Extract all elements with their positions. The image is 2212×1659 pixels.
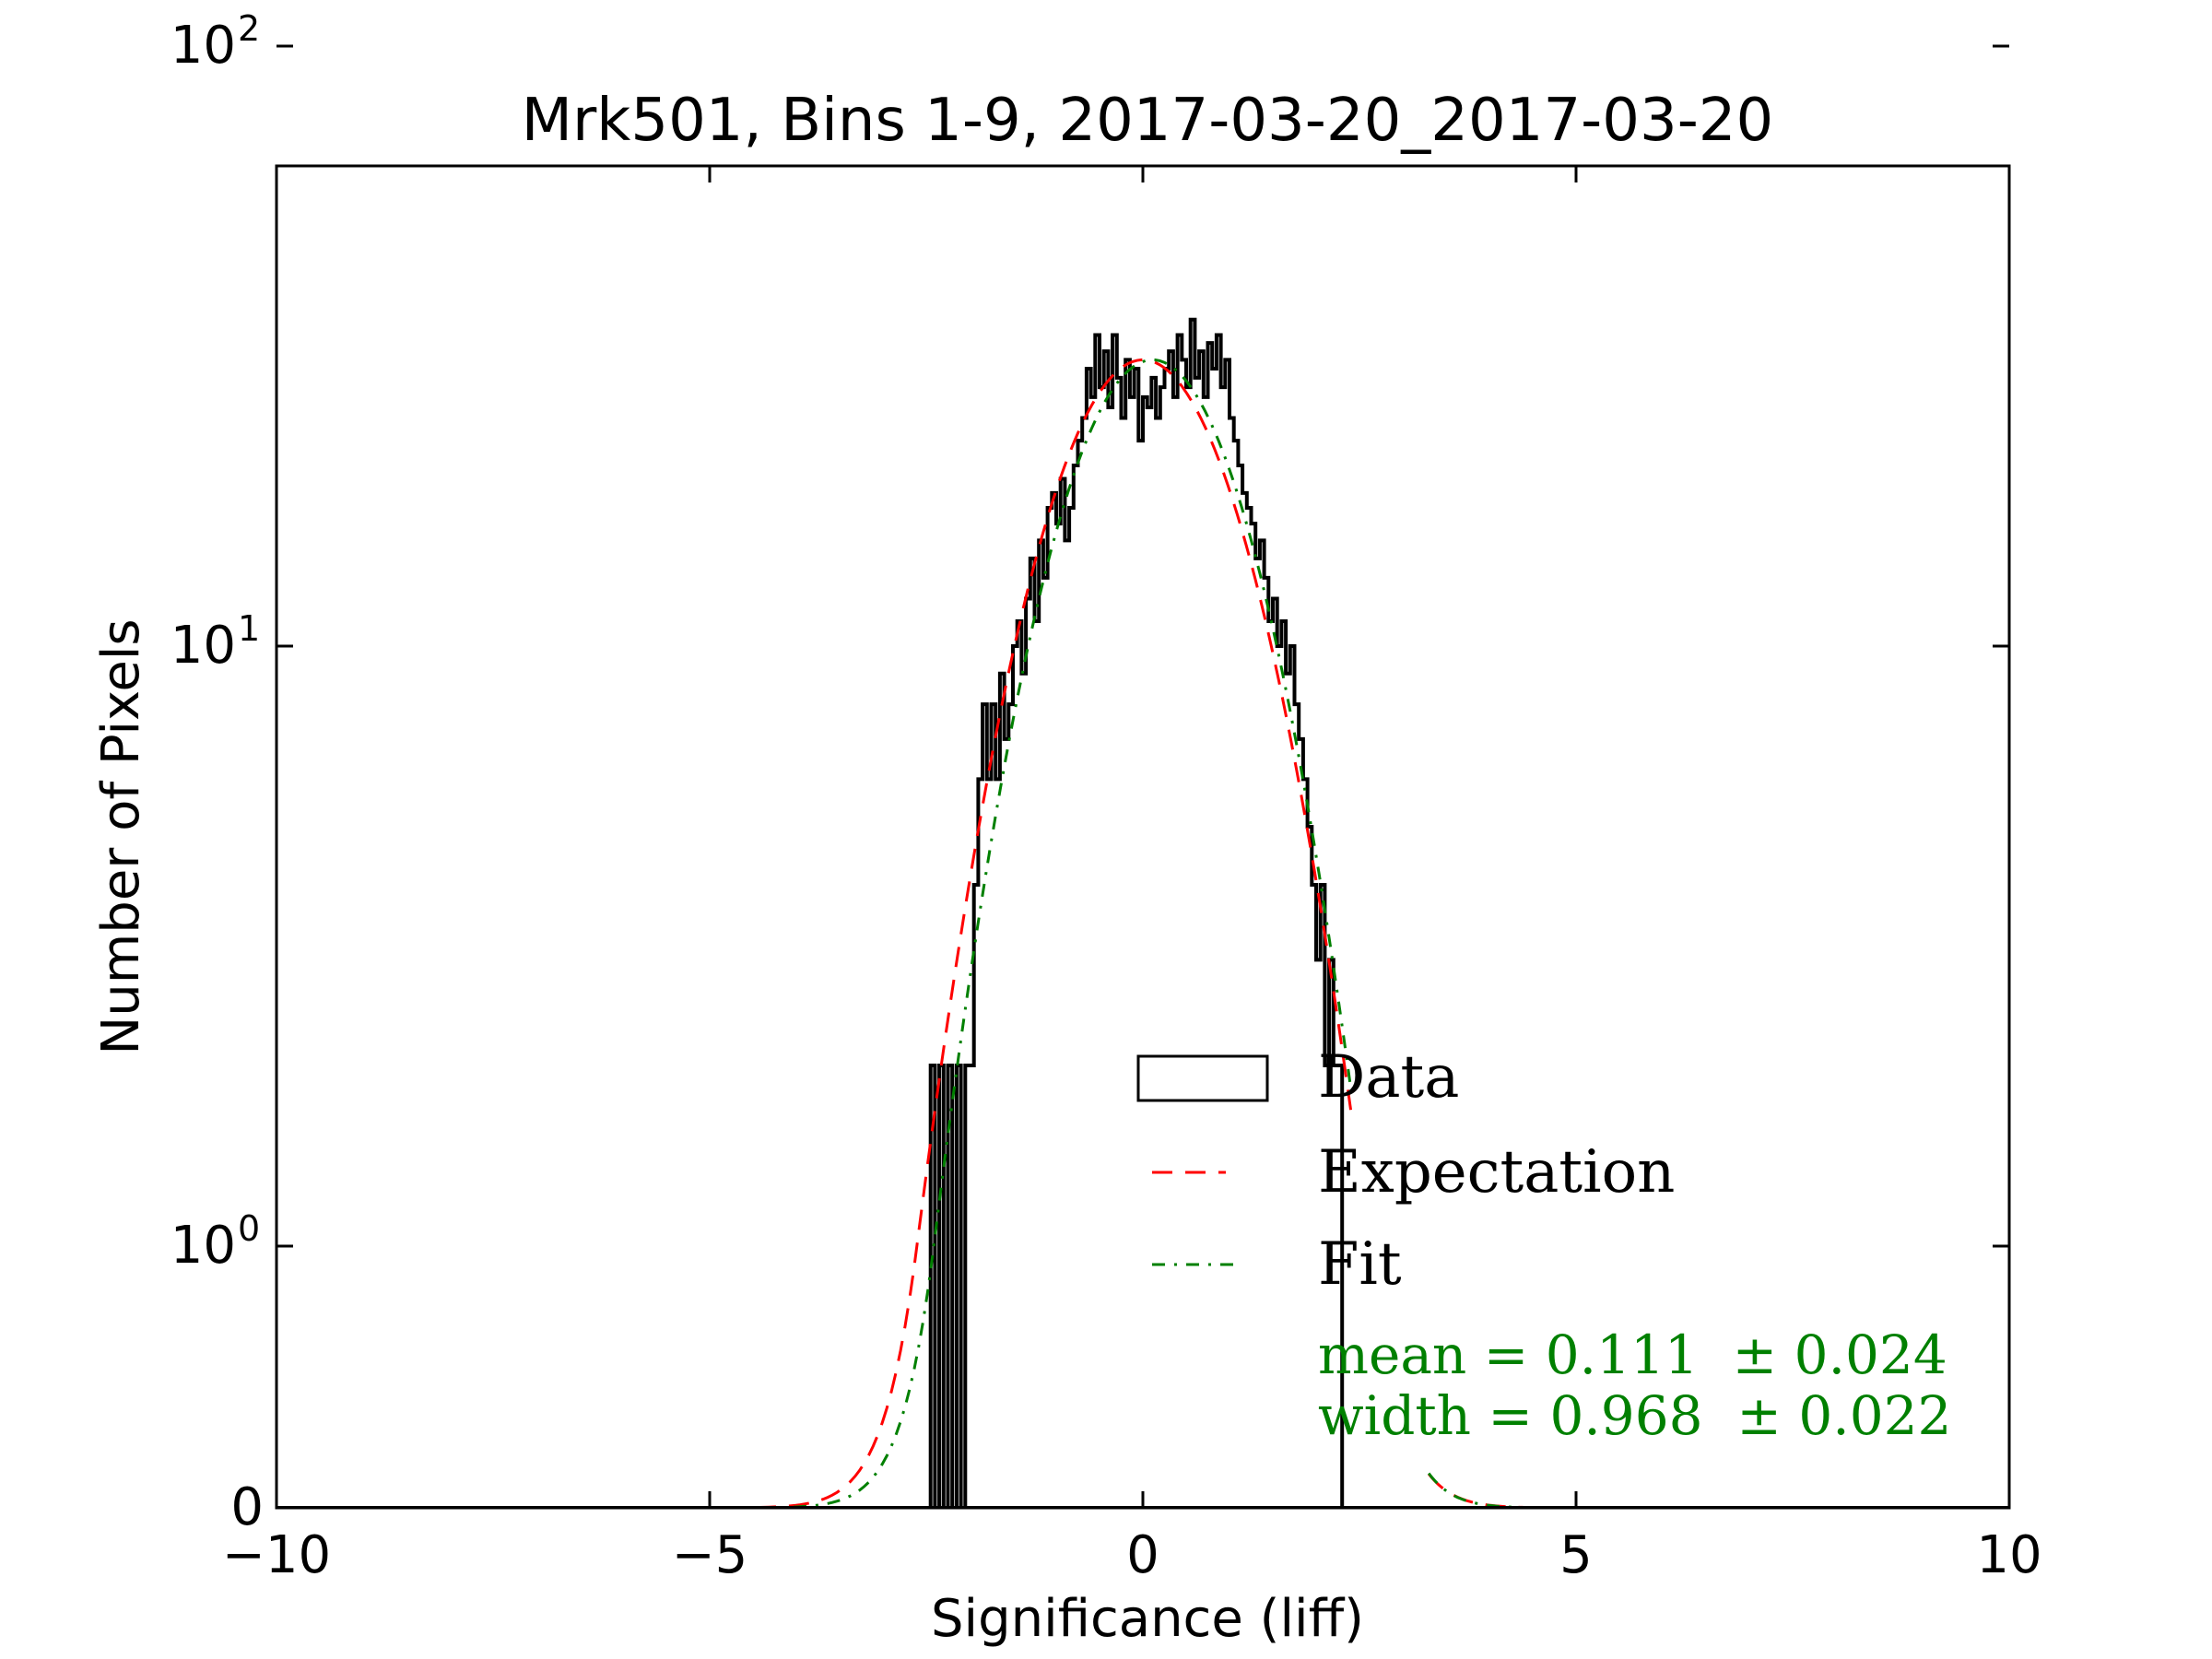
legend-label-expectation: Expectation [1318,1138,1675,1206]
expectation-curve [1428,1473,1663,1508]
y-tick-exponent: 0 [238,1208,260,1249]
fit-curve [1428,1472,1663,1508]
y-axis-label: Number of Pixels [91,618,151,1054]
expectation-curve [623,358,1353,1508]
x-tick-label: −10 [222,1525,331,1585]
x-axis-label: Significance (liff) [931,1589,1364,1649]
data-histogram-step [928,317,1345,1508]
fit-curve [623,358,1353,1508]
x-tick-label: 0 [1126,1525,1159,1585]
legend-swatch-data [1136,1054,1269,1102]
y-tick-exponent: 2 [238,8,260,49]
plot-series [276,317,2009,1508]
y-tick-label: 0 [230,1477,264,1537]
x-tick-label: 10 [1976,1525,2041,1585]
y-tick-label: 10 [171,616,236,676]
fit-width-annotation: width = 0.968 ± 0.022 [1318,1384,1951,1447]
y-tick-label: 10 [171,1216,236,1276]
y-tick-exponent: 1 [238,608,260,649]
x-tick-label: −5 [672,1525,748,1585]
y-tick-label: 10 [171,16,236,76]
legend: Data Expectation Fit [1136,1043,1675,1299]
legend-label-fit: Fit [1318,1230,1402,1299]
legend-label-data: Data [1318,1043,1459,1112]
fit-mean-annotation: mean = 0.111 ± 0.024 [1318,1324,1947,1386]
chart-title: Mrk501, Bins 1-9, 2017-03-20_2017-03-20 [522,87,1773,155]
plot-frame [275,164,2011,1510]
x-tick-label: 5 [1559,1525,1593,1585]
